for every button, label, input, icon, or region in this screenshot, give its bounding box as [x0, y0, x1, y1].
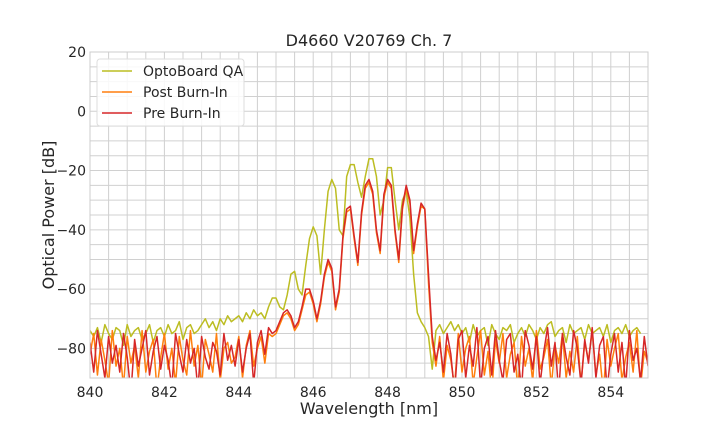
- x-tick-label: 844: [225, 385, 252, 401]
- legend-label: Pre Burn-In: [143, 106, 221, 122]
- y-tick-label: 0: [77, 104, 86, 120]
- y-tick-labels: 20 0 −20 −40 −60 −80: [56, 45, 86, 357]
- plot-frame: [89, 51, 649, 379]
- x-tick-label: 848: [374, 385, 401, 401]
- x-tick-label: 840: [77, 385, 104, 401]
- legend-label: Post Burn-In: [143, 85, 228, 101]
- y-tick-label: −40: [56, 223, 86, 239]
- x-axis-label: Wavelength [nm]: [300, 399, 438, 418]
- series-line-pre-burn-in: [90, 178, 648, 378]
- y-tick-label: −20: [56, 164, 86, 180]
- x-tick-label: 842: [151, 385, 178, 401]
- x-tick-labels: 840 842 844 846 848 850 852 854: [77, 385, 625, 401]
- x-tick-label: 854: [597, 385, 624, 401]
- chart-title: D4660 V20769 Ch. 7: [286, 31, 453, 50]
- y-axis-label: Optical Power [dB]: [39, 141, 58, 290]
- x-tick-label: 850: [449, 385, 476, 401]
- x-tick-label: 846: [300, 385, 327, 401]
- series-lines: [90, 157, 648, 378]
- legend-label: OptoBoard QA: [143, 64, 244, 80]
- legend: OptoBoard QA Post Burn-In Pre Burn-In: [96, 58, 245, 127]
- y-tick-label: 20: [68, 45, 86, 61]
- legend-box: [96, 58, 245, 127]
- y-tick-label: −60: [56, 282, 86, 298]
- x-tick-label: 852: [523, 385, 550, 401]
- y-tick-label: −80: [56, 341, 86, 357]
- series-line-optoboard-qa: [90, 157, 642, 370]
